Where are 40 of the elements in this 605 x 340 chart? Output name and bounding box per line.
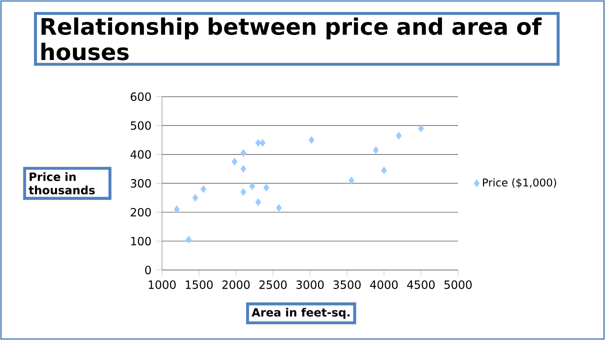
point	[396, 132, 402, 140]
point	[263, 184, 270, 192]
point	[381, 166, 387, 174]
point	[174, 206, 180, 214]
point	[200, 185, 206, 193]
chart-title: Relationship between price and area of houses	[41, 17, 542, 60]
point	[249, 182, 256, 190]
y-tick-label: 0	[145, 266, 151, 274]
x-tick-label: 4500	[407, 280, 435, 289]
point	[232, 158, 238, 166]
point	[192, 194, 198, 202]
point	[372, 146, 379, 154]
x-tick-label: 1000	[148, 280, 176, 289]
x-tick-label: 5000	[444, 280, 472, 289]
y-tick-label: 400	[130, 150, 151, 159]
y-tick-label: 100	[131, 236, 151, 246]
y-tick-label: 500	[130, 121, 151, 130]
x-tick-label: 4000	[370, 280, 398, 289]
y-tick-label: 200	[130, 208, 151, 217]
x-tick-label: 2000	[222, 280, 250, 289]
x-tick-label: 1500	[186, 280, 213, 289]
point	[348, 176, 354, 184]
x-tick-label: 3500	[333, 280, 361, 289]
point	[260, 139, 266, 147]
point	[255, 198, 262, 206]
point	[255, 139, 262, 147]
point	[186, 236, 192, 244]
x-tick-label: 3000	[296, 280, 324, 289]
point	[418, 124, 424, 132]
legend-label: Price ($1,000)	[483, 178, 556, 188]
x-tick-label: 2500	[259, 280, 287, 289]
y-tick-label: 600	[130, 92, 151, 101]
point	[276, 204, 282, 212]
y-tick-label: 300	[130, 179, 151, 188]
point	[308, 136, 314, 144]
y-axis-title: Price in thousands	[28, 172, 95, 194]
point	[240, 149, 246, 157]
point	[240, 188, 246, 196]
x-axis-title: Area in feet-sq.	[252, 308, 350, 319]
point	[240, 165, 246, 173]
